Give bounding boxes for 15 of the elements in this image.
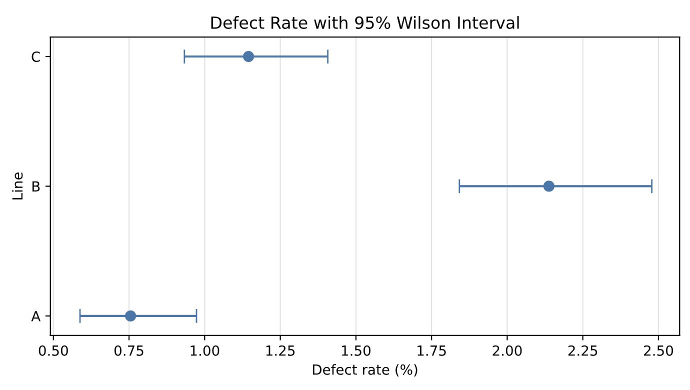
x-tick-label: 1.75 xyxy=(418,346,446,356)
y-tick-label: A xyxy=(31,311,41,322)
y-axis-title: Line xyxy=(12,172,23,200)
x-tick-label: 0.75 xyxy=(114,345,144,356)
x-axis-title: Defect rate (%) xyxy=(312,364,418,377)
chart-title: Defect Rate with 95% Wilson Interval xyxy=(211,16,519,29)
y-tick-label: C xyxy=(32,51,40,62)
x-tick-label: 1.50 xyxy=(342,345,370,356)
x-tick-label: 2.50 xyxy=(644,345,674,356)
x-tick-label: 2.25 xyxy=(568,345,598,356)
y-tick-label: B xyxy=(32,181,40,192)
x-tick-label: 0.50 xyxy=(38,345,68,356)
x-tick-label: 1.25 xyxy=(266,345,295,356)
x-tick-label: 1.00 xyxy=(190,345,220,356)
x-tick-label: 2.00 xyxy=(492,345,522,356)
